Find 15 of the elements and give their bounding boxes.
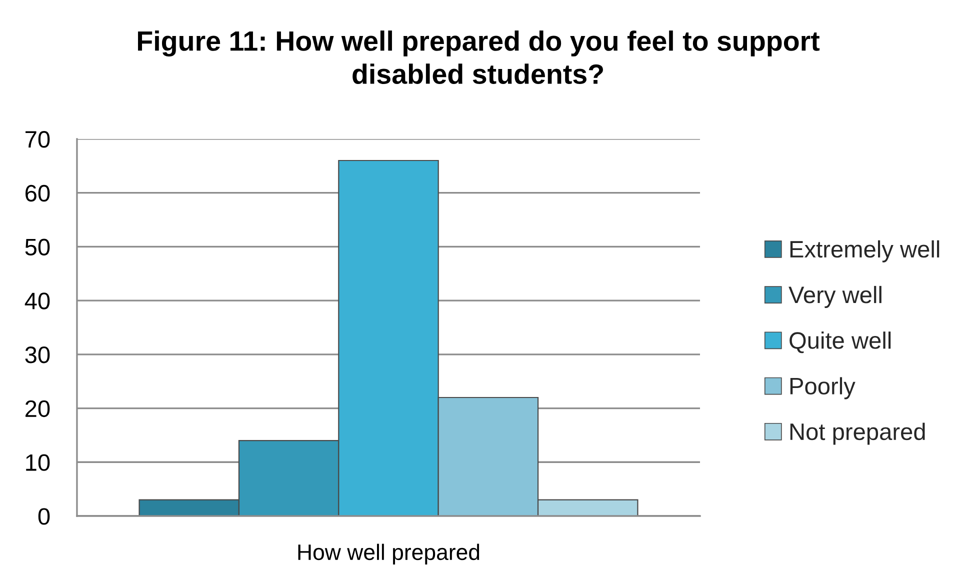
y-tick-label: 70 xyxy=(26,131,50,148)
y-tick-label: 10 xyxy=(26,454,50,471)
y-tick-label: 30 xyxy=(25,346,50,364)
y-tick-label: 60 xyxy=(26,184,50,202)
legend-label: Extremely well xyxy=(790,240,940,262)
y-tick-label: 50 xyxy=(25,238,50,256)
x-tick-label: How well prepared xyxy=(298,544,480,564)
legend-label: Very well xyxy=(788,286,882,308)
y-tick-label: 0 xyxy=(38,508,50,525)
legend-label: Poorly xyxy=(790,377,856,400)
legend-label: Not prepared xyxy=(790,422,925,445)
chart-title: Figure 11: How well prepared do you feel to support disabled students? xyxy=(138,30,820,84)
legend-label: Quite well xyxy=(790,332,891,354)
y-tick-label: 40 xyxy=(24,292,50,310)
y-tick-label: 20 xyxy=(26,400,50,418)
